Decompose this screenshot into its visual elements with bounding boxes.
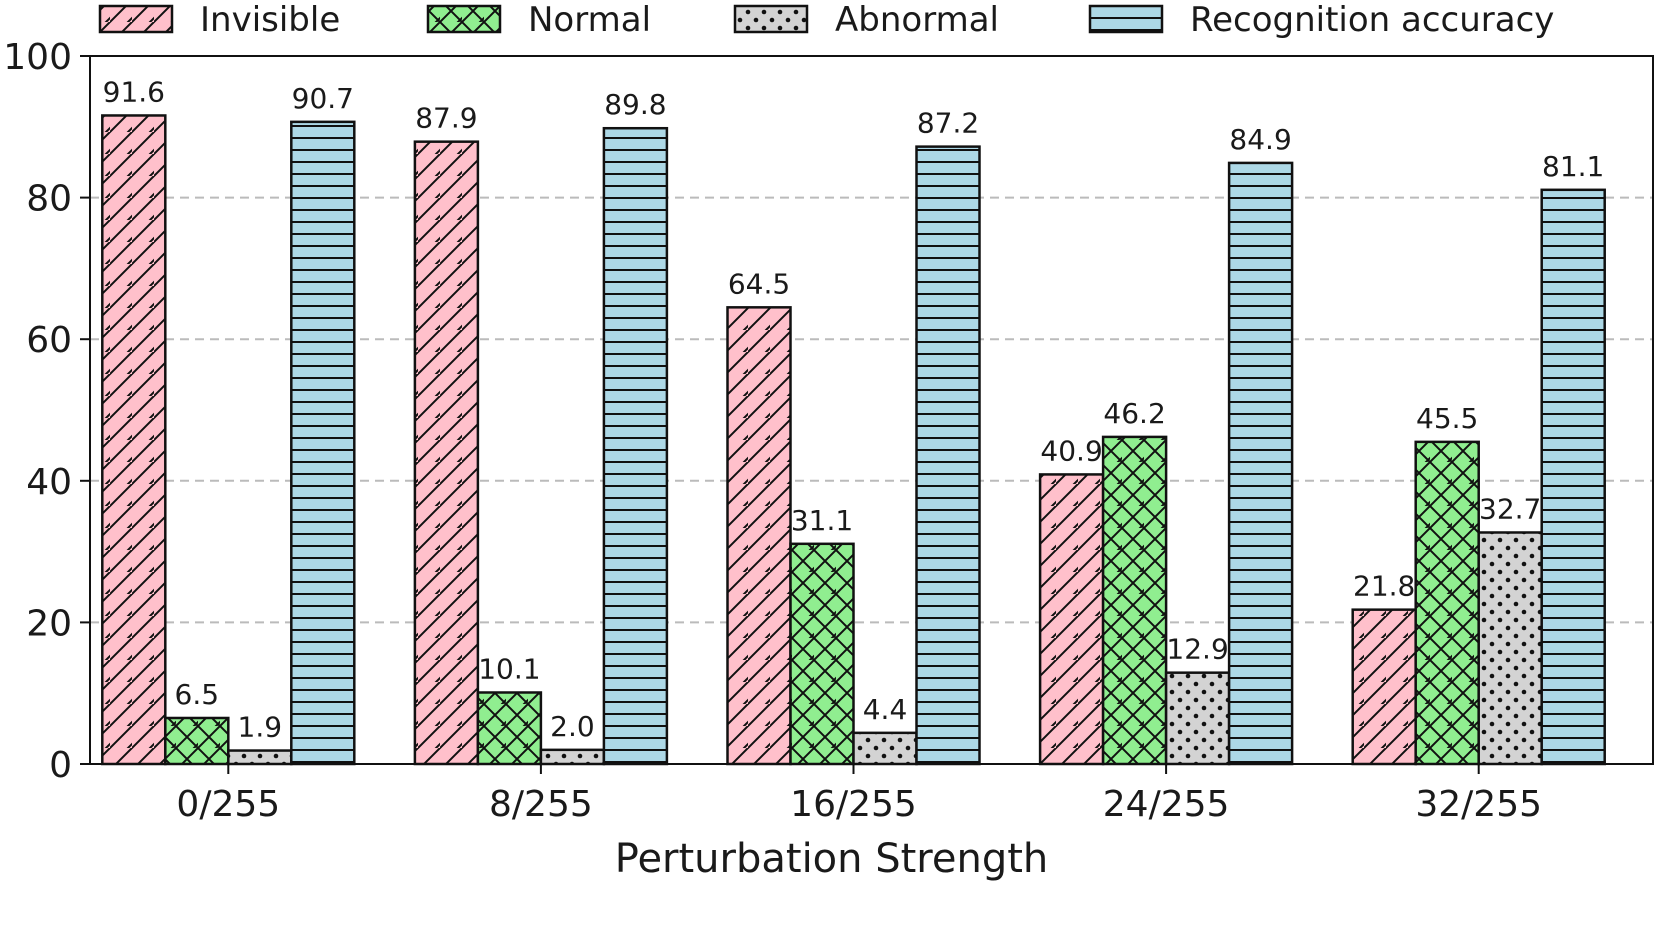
y-tick-label: 40 [26, 462, 72, 503]
value-label: 2.0 [550, 710, 595, 743]
legend-swatch-hatch [733, 4, 809, 34]
x-tick-label: 24/255 [1103, 784, 1230, 825]
value-label: 45.5 [1416, 402, 1478, 435]
x-tick-label: 32/255 [1415, 784, 1542, 825]
legend-label: Invisible [200, 0, 340, 40]
bar-hatch-overlay [1101, 435, 1168, 766]
bar-hatch-overlay [1038, 473, 1105, 766]
legend-swatch-hatch [1088, 4, 1164, 34]
bar-hatch-overlay [539, 748, 606, 766]
value-label: 6.5 [175, 678, 220, 711]
y-tick-label: 0 [49, 745, 72, 786]
value-label: 1.9 [238, 711, 283, 744]
legend-swatch-hatch [426, 4, 502, 34]
y-tick-label: 80 [26, 179, 72, 220]
value-label: 32.7 [1479, 492, 1541, 525]
value-label: 4.4 [863, 693, 908, 726]
bar-hatch-overlay [602, 126, 669, 766]
value-label: 31.1 [791, 504, 853, 537]
x-tick-label: 0/255 [176, 784, 280, 825]
bar-hatch-overlay [101, 114, 167, 766]
legend: Invisible Normal Abnormal Recognition accur… [98, 0, 1554, 40]
legend-item-recognition-accuracy: Recognition accuracy [1088, 0, 1554, 40]
value-label: 10.1 [478, 652, 540, 685]
value-label: 81.1 [1542, 150, 1604, 183]
x-tick-label: 16/255 [790, 784, 917, 825]
legend-item-invisible: Invisible [98, 0, 340, 40]
bar-hatch-overlay [726, 306, 792, 766]
y-axis: 0 20 40 60 80 100 [3, 37, 90, 786]
plot-frame [89, 55, 1654, 765]
y-tick-label: 20 [26, 603, 72, 644]
bar-hatch-overlay [1351, 608, 1417, 766]
x-axis: 0/255 8/255 16/255 24/255 32/255 [176, 764, 1542, 825]
value-label: 87.9 [415, 102, 477, 135]
bar-hatch-overlay [164, 716, 230, 766]
x-axis-title: Perturbation Strength [615, 836, 1049, 882]
bar-hatch-overlay [915, 145, 981, 766]
bar-hatch-overlay [1477, 531, 1543, 766]
legend-label: Abnormal [835, 0, 999, 40]
bars-layer [101, 114, 1606, 766]
bar-hatch-overlay [227, 749, 293, 766]
legend-item-normal: Normal [426, 0, 651, 40]
bar-hatch-overlay [290, 120, 356, 766]
bar-hatch-overlay [1164, 671, 1231, 766]
bar-hatch-overlay [1414, 440, 1480, 766]
value-label: 64.5 [728, 267, 790, 300]
bar-hatch-overlay [413, 140, 480, 766]
bar-hatch-overlay [852, 731, 918, 766]
y-tick-label: 100 [3, 37, 72, 78]
value-label: 40.9 [1040, 434, 1102, 467]
bar-hatch-overlay [1540, 188, 1606, 766]
bar-hatch-overlay [789, 542, 855, 766]
value-label: 91.6 [103, 75, 165, 108]
bar-hatch-overlay [476, 691, 543, 766]
value-label: 12.9 [1166, 633, 1228, 666]
legend-label: Normal [528, 0, 651, 40]
value-label: 21.8 [1353, 570, 1415, 603]
value-label: 90.7 [292, 82, 354, 115]
value-labels-layer: 91.6 6.5 1.9 90.7 87.9 10.1 2.0 89.8 64.5 31.1 4.4… [103, 75, 1605, 743]
value-label: 46.2 [1103, 397, 1165, 430]
x-tick-label: 8/255 [489, 784, 593, 825]
value-label: 87.2 [917, 107, 979, 140]
value-label: 84.9 [1229, 123, 1291, 156]
y-tick-label: 60 [26, 320, 72, 361]
legend-swatch-hatch [98, 4, 174, 34]
bar-hatch-overlay [1227, 161, 1294, 766]
legend-item-abnormal: Abnormal [733, 0, 999, 40]
value-label: 89.8 [604, 88, 666, 121]
legend-label: Recognition accuracy [1190, 0, 1554, 40]
